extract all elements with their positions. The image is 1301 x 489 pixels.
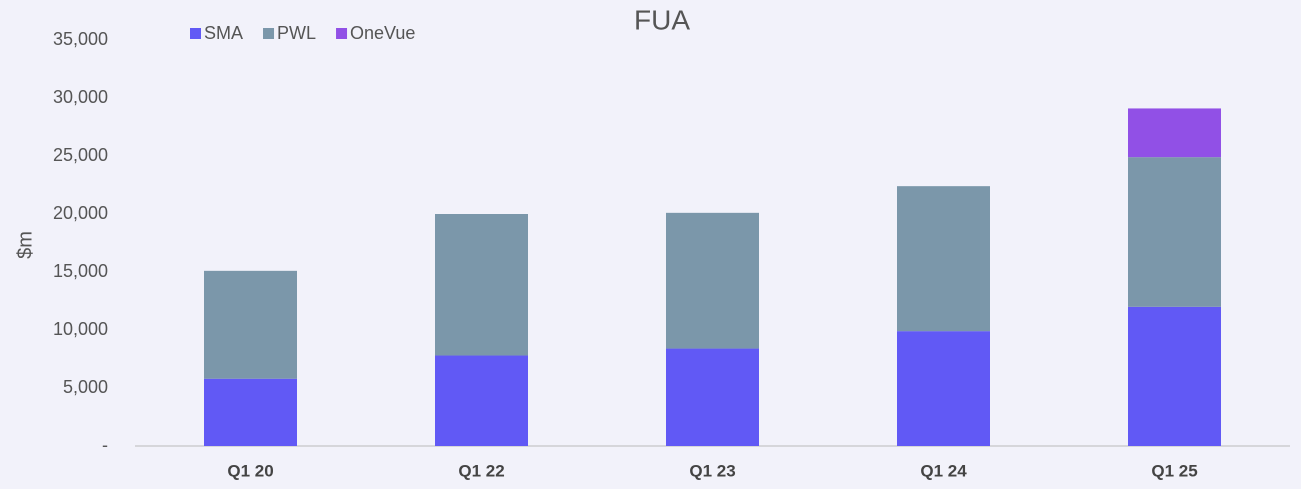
bar-segment [435, 214, 528, 356]
bar-segment [666, 212, 759, 349]
bar-segment [1128, 157, 1221, 307]
y-tick-label: - [102, 435, 108, 455]
bar-segment [666, 348, 759, 446]
x-tick-label: Q1 23 [689, 461, 735, 480]
x-tick-label: Q1 20 [227, 461, 273, 480]
bar-segment [204, 378, 297, 446]
bar-segment [1128, 306, 1221, 446]
legend-label: SMA [204, 23, 243, 43]
legend-label: PWL [277, 23, 316, 43]
bar-segment [435, 355, 528, 446]
legend-swatch [263, 28, 275, 39]
bar-segment [897, 331, 990, 446]
bar-segment [1128, 108, 1221, 158]
y-tick-label: 20,000 [53, 203, 108, 223]
legend-label: OneVue [350, 23, 415, 43]
x-tick-label: Q1 24 [920, 461, 967, 480]
y-tick-label: 30,000 [53, 87, 108, 107]
y-tick-label: 10,000 [53, 319, 108, 339]
y-tick-label: 35,000 [53, 29, 108, 49]
legend-swatch [336, 28, 348, 39]
x-tick-label: Q1 25 [1151, 461, 1197, 480]
legend-swatch [190, 28, 201, 39]
x-tick-label: Q1 22 [458, 461, 504, 480]
bar-segment [897, 186, 990, 332]
y-tick-label: 25,000 [53, 145, 108, 165]
y-tick-label: 5,000 [63, 377, 108, 397]
chart-title: FUA [634, 4, 690, 35]
y-tick-label: 15,000 [53, 261, 108, 281]
y-axis-label: $m [14, 231, 36, 259]
bar-segment [204, 270, 297, 379]
